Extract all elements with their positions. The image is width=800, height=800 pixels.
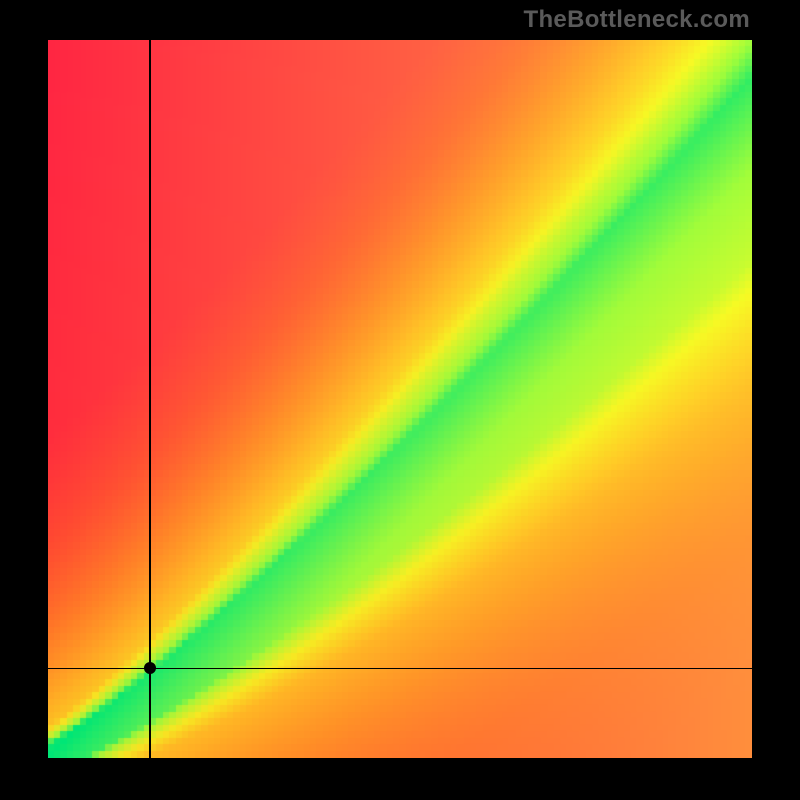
attribution-text: TheBottleneck.com (524, 6, 750, 34)
heatmap-plot-area (48, 40, 752, 758)
chart-container: TheBottleneck.com (0, 0, 800, 800)
heatmap-canvas (48, 40, 752, 758)
